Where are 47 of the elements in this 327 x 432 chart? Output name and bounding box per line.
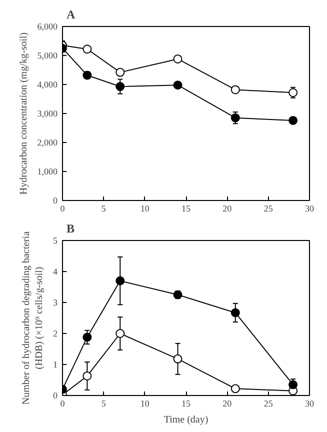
y-tick-label: 3	[53, 298, 58, 308]
y-tick-label: 2,000	[37, 138, 58, 148]
x-tick-label: 15	[182, 204, 191, 214]
x-tick-label: 30	[305, 204, 314, 214]
x-tick-label: 10	[140, 204, 150, 214]
point	[230, 85, 240, 94]
point	[173, 80, 182, 90]
point	[288, 116, 298, 125]
y-tick-label: 1,000	[37, 166, 58, 176]
y-tick-label: 1	[53, 360, 58, 370]
y-tick-label: 0	[53, 196, 58, 206]
x-tick-label: 0	[60, 204, 66, 214]
x-axis-title: Time (day)	[164, 414, 208, 426]
x-tick-label: 25	[264, 204, 274, 214]
point	[173, 54, 182, 64]
y-tick-label: 5	[53, 236, 58, 246]
y-axis-title: Number of hydrocarbon degrading bacteria (HDB) (×10⁹ cells/g-soil)	[20, 230, 45, 405]
point	[116, 82, 125, 92]
point	[230, 384, 240, 394]
point	[116, 329, 125, 338]
y-axis-title: Hydrocarbon concentration (mg/kg-soil)	[18, 32, 30, 195]
point	[173, 354, 182, 364]
y-tick-label: 5,000	[37, 50, 58, 60]
x-tick-label: 0	[60, 398, 66, 408]
x-tick-label: 25	[264, 398, 274, 408]
y-tick-label: 4,000	[37, 80, 58, 90]
y-tick-label: 0	[53, 390, 58, 400]
x-tick-label: 15	[182, 398, 191, 408]
y-tick-label: 4	[53, 266, 58, 276]
point	[82, 371, 92, 380]
x-tick-label: 30	[305, 398, 314, 408]
x-tick-label: 5	[101, 398, 106, 408]
point	[82, 44, 92, 54]
y-tick-label: 6,000	[37, 22, 58, 32]
x-tick-label: 5	[101, 204, 106, 214]
point	[116, 68, 125, 77]
point	[230, 113, 240, 122]
point	[82, 332, 92, 342]
x-tick-label: 10	[140, 398, 150, 408]
chart-title: B	[66, 222, 75, 236]
y-tick-label: 3,000	[37, 108, 58, 118]
x-tick-label: 20	[222, 204, 232, 214]
x-tick-label: 20	[222, 398, 232, 408]
point	[116, 276, 125, 286]
y-tick-label: 2	[53, 328, 58, 338]
chart-title: A	[66, 8, 76, 22]
point	[230, 308, 240, 318]
